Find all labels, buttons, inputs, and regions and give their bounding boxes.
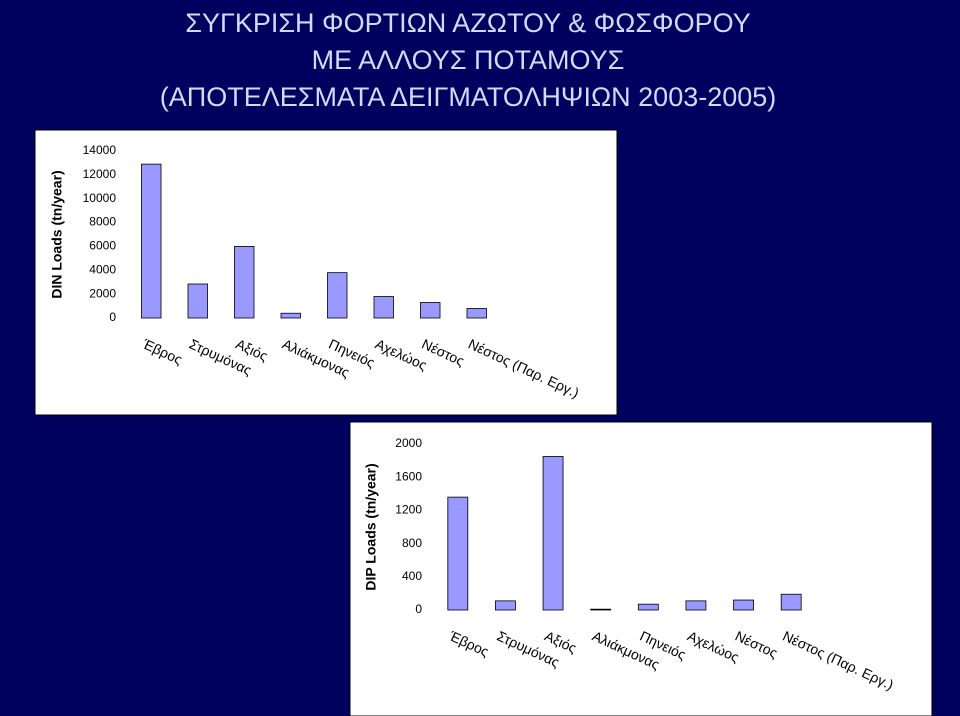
y-tick-label: 1600 xyxy=(395,469,422,483)
y-tick-label: 12000 xyxy=(83,167,117,181)
y-tick-label: 0 xyxy=(415,602,422,616)
bar xyxy=(373,296,394,319)
y-tick-label: 8000 xyxy=(89,215,116,229)
y-axis-title: DIN Loads (tn/year) xyxy=(49,170,65,298)
y-tick-label: 6000 xyxy=(89,239,116,253)
bar xyxy=(685,600,707,611)
y-tick-label: 14000 xyxy=(83,143,117,157)
y-tick-label: 2000 xyxy=(89,286,116,300)
bar xyxy=(420,302,441,319)
slide-title: ΣΥΓΚΡΙΣΗ ΦΟΡΤΙΩΝ ΑΖΩΤΟΥ & ΦΩΣΦΟΡΟΥ xyxy=(185,8,750,38)
bar xyxy=(780,593,802,611)
chart-panel xyxy=(34,129,618,416)
bar xyxy=(280,312,301,319)
slide-title: (ΑΠΟΤΕΛΕΣΜΑΤΑ ΔΕΙΓΜΑΤΟΛΗΨΙΩΝ 2003-2005) xyxy=(160,82,777,112)
y-axis-title: DIP Loads (tn/year) xyxy=(363,463,379,590)
bar xyxy=(234,246,255,319)
y-tick-label: 1200 xyxy=(395,503,422,517)
bar xyxy=(141,163,162,319)
bar xyxy=(495,600,516,611)
y-tick-label: 2000 xyxy=(395,436,422,450)
bar xyxy=(733,599,754,611)
slide-title: ΜΕ ΑΛΛΟΥΣ ΠΟΤΑΜΟΥΣ xyxy=(312,45,625,75)
y-tick-label: 0 xyxy=(109,310,116,324)
bar xyxy=(447,496,469,611)
y-tick-label: 400 xyxy=(402,569,422,583)
bar xyxy=(466,308,487,319)
y-tick-label: 800 xyxy=(402,536,422,550)
y-tick-label: 10000 xyxy=(83,191,117,205)
bar xyxy=(327,272,348,319)
y-tick-label: 4000 xyxy=(89,262,116,276)
chart-panel xyxy=(349,421,933,716)
bar xyxy=(590,608,612,611)
bar xyxy=(187,283,208,319)
bar xyxy=(637,603,659,611)
bar xyxy=(542,456,564,611)
